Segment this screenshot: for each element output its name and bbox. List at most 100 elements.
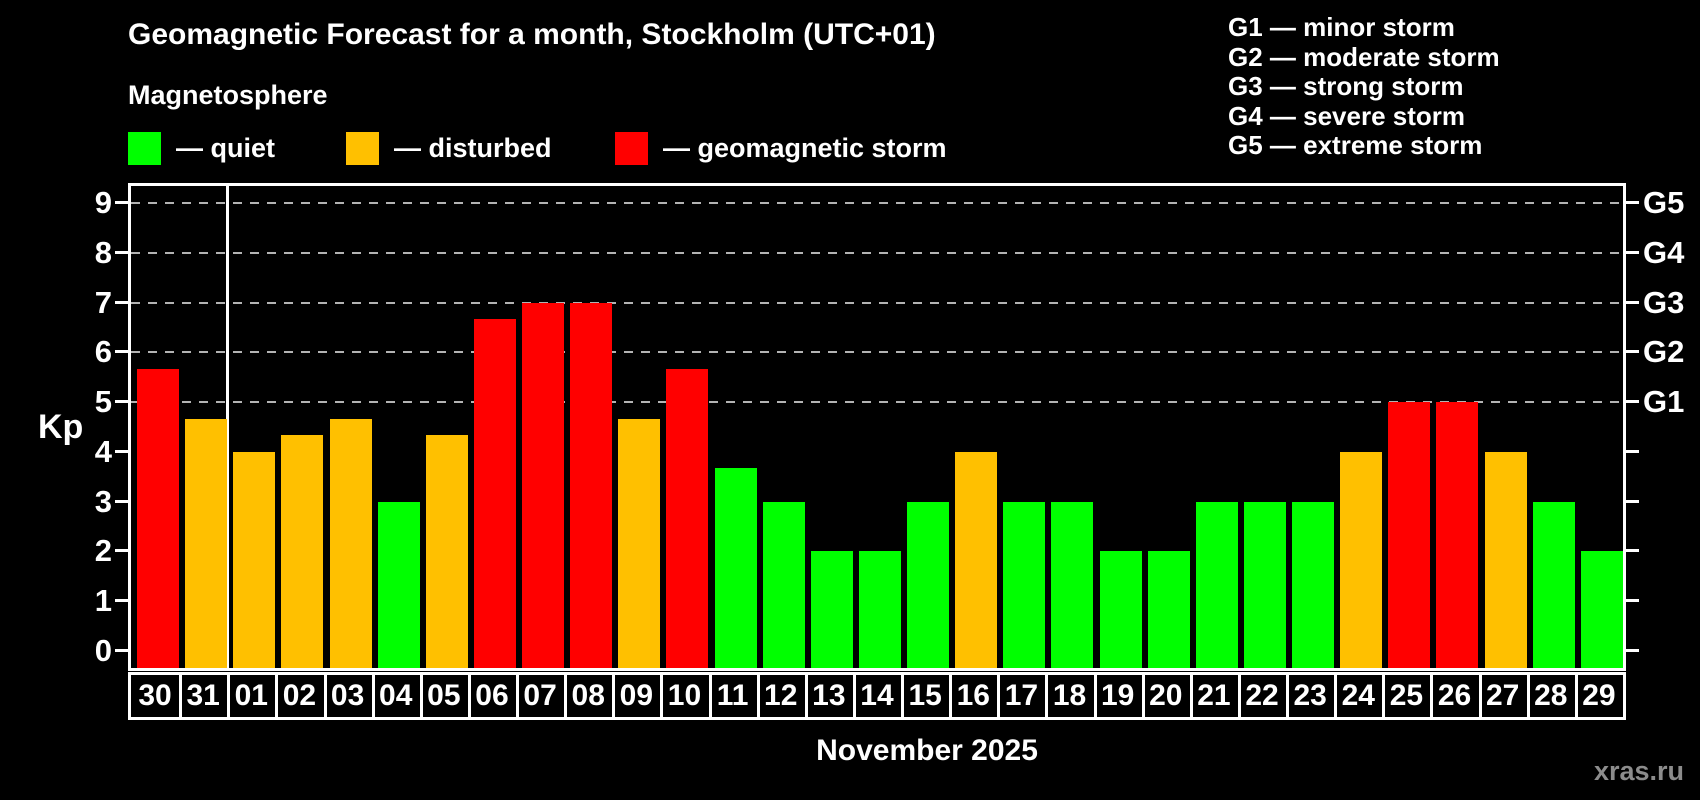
y-tick-7 (115, 300, 128, 304)
date-label-01: 01 (227, 675, 279, 717)
legend-swatch-quiet (128, 131, 161, 165)
right-axis-label-G4: G4 (1643, 235, 1685, 271)
kp-bar-12 (762, 501, 805, 668)
kp-bar-02 (281, 435, 324, 668)
legend-item-disturbed: — disturbed (346, 130, 552, 166)
date-label-14: 14 (853, 675, 905, 717)
gridline-kp-8 (131, 252, 1623, 255)
date-label-12: 12 (757, 675, 808, 717)
kp-bar-06 (473, 319, 516, 668)
date-label-17: 17 (997, 675, 1049, 717)
kp-bar-14 (858, 551, 901, 668)
legend-swatch-disturbed (346, 131, 379, 165)
storm-scale-line-4: G4 — severe storm (1228, 100, 1466, 131)
x-axis-date-strip: 30 31 01 02 03 04 05 06 07 08 09 10 11 12 13 14 15 16 17 18… (128, 672, 1626, 720)
kp-bar-26 (1436, 402, 1479, 668)
y-tick-5 (115, 400, 128, 404)
kp-bar-chart-plot-area: 0 1 2 3 4 5 6 7 8 9 G1 G2 G3 G4 G5 (95, 183, 1684, 671)
kp-bar-20 (1147, 551, 1190, 668)
right-tick-5 (1626, 400, 1639, 404)
kp-bar-03 (329, 418, 372, 668)
date-label-30: 30 (131, 675, 183, 717)
date-label-24: 24 (1334, 675, 1386, 717)
storm-scale-line-5: G5 — extreme storm (1228, 130, 1483, 160)
kp-bar-23 (1292, 501, 1335, 668)
date-label-18: 18 (1045, 675, 1097, 717)
kp-bar-10 (666, 368, 709, 668)
kp-bar-05 (425, 435, 468, 668)
magnetosphere-subtitle: Magnetosphere (128, 80, 328, 110)
gridline-kp-9 (131, 202, 1623, 205)
date-label-02: 02 (275, 675, 327, 717)
date-label-10: 10 (660, 675, 712, 717)
kp-bar-13 (810, 551, 853, 668)
y-tick-3 (115, 499, 128, 503)
kp-bar-21 (1195, 501, 1238, 668)
date-label-09: 09 (612, 675, 664, 717)
date-label-06: 06 (468, 675, 520, 717)
right-axis-label-G2: G2 (1643, 334, 1685, 370)
storm-scale-line-3: G3 — strong storm (1228, 71, 1464, 101)
right-tick-6 (1626, 350, 1639, 354)
y-tick-1 (115, 598, 128, 602)
date-label-07: 07 (516, 675, 568, 717)
right-tick-7 (1626, 300, 1639, 304)
gridline-kp-6 (131, 351, 1623, 354)
kp-bar-07 (522, 302, 565, 668)
kp-bar-17 (1003, 501, 1046, 668)
legend-label-quiet: — quiet (176, 132, 275, 163)
watermark: xras.ru (1593, 756, 1684, 786)
y-tick-label-7: 7 (94, 284, 112, 320)
y-tick-2 (115, 549, 128, 553)
date-label-27: 27 (1479, 675, 1530, 717)
date-label-03: 03 (324, 675, 375, 717)
right-tick-0 (1626, 648, 1639, 652)
legend-item-storm: — geomagnetic storm (615, 130, 947, 166)
date-label-25: 25 (1382, 675, 1434, 717)
date-label-28: 28 (1527, 675, 1578, 717)
date-label-29: 29 (1582, 679, 1616, 712)
y-tick-label-4: 4 (94, 433, 112, 469)
kp-bar-11 (714, 468, 757, 668)
kp-bar-28 (1532, 501, 1575, 668)
date-label-05: 05 (420, 675, 471, 717)
date-label-19: 19 (1094, 675, 1145, 717)
right-tick-9 (1626, 201, 1639, 205)
y-tick-9 (115, 201, 128, 205)
storm-scale-line-2: G2 — moderate storm (1228, 41, 1500, 72)
date-label-20: 20 (1142, 675, 1193, 717)
y-axis-title: Kp (38, 408, 84, 446)
kp-bar-04 (377, 501, 420, 668)
kp-bar-09 (618, 418, 661, 668)
legend-label-disturbed: — disturbed (394, 132, 552, 163)
date-label-21: 21 (1190, 675, 1241, 717)
right-tick-1 (1626, 598, 1639, 602)
date-label-23: 23 (1286, 675, 1338, 717)
right-tick-4 (1626, 449, 1639, 453)
right-axis-label-G3: G3 (1643, 284, 1685, 320)
y-tick-label-1: 1 (94, 582, 112, 618)
kp-bar-01 (233, 451, 276, 668)
kp-bar-25 (1388, 402, 1431, 668)
y-tick-4 (115, 449, 128, 453)
date-label-11: 11 (709, 675, 760, 717)
date-label-16: 16 (949, 675, 1001, 717)
kp-bar-16 (955, 451, 998, 668)
kp-bar-24 (1340, 451, 1383, 668)
gridline-kp-7 (131, 301, 1623, 304)
kp-bar-31 (185, 418, 228, 668)
date-label-13: 13 (805, 675, 856, 717)
legend-item-quiet: — quiet (128, 130, 275, 166)
kp-bar-19 (1099, 551, 1142, 668)
kp-bar-30 (137, 368, 179, 668)
date-label-26: 26 (1430, 675, 1482, 717)
right-tick-8 (1626, 251, 1639, 255)
kp-bar-29 (1580, 551, 1623, 668)
kp-bar-22 (1243, 501, 1286, 668)
date-label-22: 22 (1238, 675, 1290, 717)
date-label-08: 08 (564, 675, 616, 717)
right-axis-label-G1: G1 (1643, 384, 1685, 420)
gridline-kp-5 (131, 401, 1623, 404)
right-tick-2 (1626, 549, 1639, 553)
